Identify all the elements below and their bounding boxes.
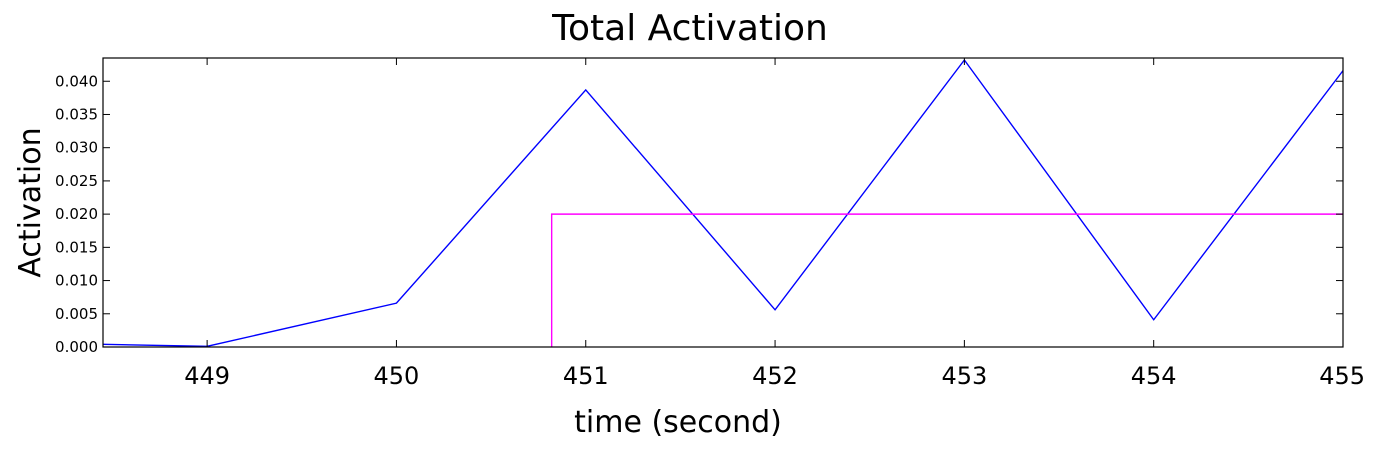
x-tick-label: 450 (374, 362, 420, 390)
y-tick-label: 0.020 (55, 205, 98, 223)
y-axis-title: Activation (13, 127, 48, 277)
x-tick-label: 455 (1319, 362, 1365, 390)
x-tick-label: 453 (941, 362, 987, 390)
series-line-1 (103, 58, 1343, 347)
y-tick-label: 0.010 (55, 272, 98, 290)
y-tick-label: 0.005 (55, 305, 98, 323)
y-tick-label: 0.000 (55, 338, 98, 356)
series-line-2 (550, 213, 1343, 347)
x-tick-label: 451 (563, 362, 609, 390)
plot-area (102, 57, 1344, 348)
x-axis: 449 450 451 452 453 454 455 (184, 58, 1365, 390)
x-tick-label: 454 (1131, 362, 1177, 390)
x-tick-label: 452 (752, 362, 798, 390)
y-tick-label: 0.025 (55, 172, 98, 190)
y-axis: 0.000 0.005 0.010 0.015 0.020 0.025 0.030 0.035… (55, 72, 1343, 356)
y-tick-label: 0.035 (55, 105, 98, 123)
chart-title: Total Activation (551, 8, 828, 49)
plot-frame (102, 57, 1344, 348)
y-tick-label: 0.040 (55, 72, 98, 90)
x-axis-title: time (second) (574, 405, 782, 440)
y-tick-label: 0.030 (55, 139, 98, 157)
x-tick-label: 449 (184, 362, 230, 390)
y-tick-label: 0.015 (55, 238, 98, 256)
